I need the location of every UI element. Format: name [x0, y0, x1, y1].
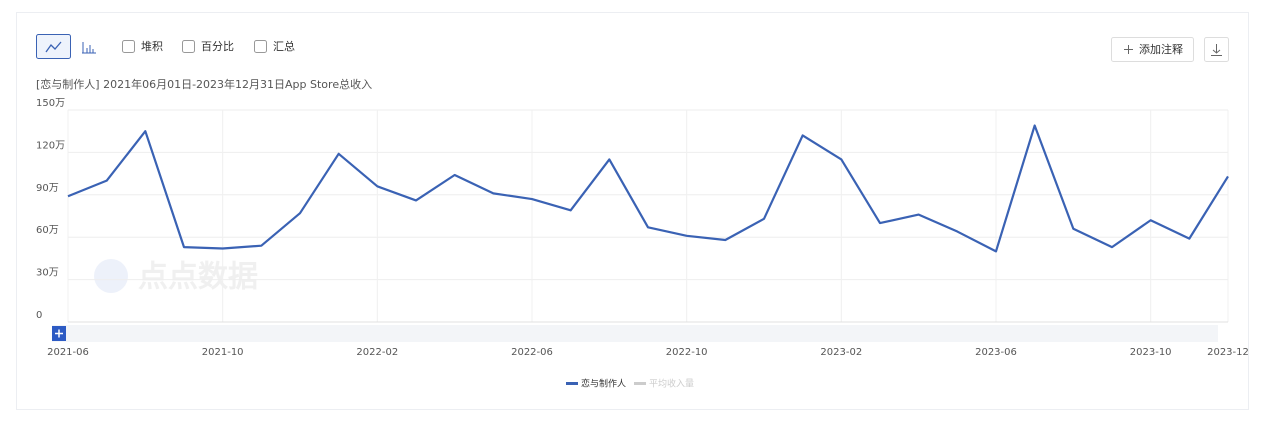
checkbox[interactable] [122, 40, 135, 53]
subtitle: [恋与制作人] 2021年06月01日-2023年12月31日App Store… [36, 77, 372, 91]
download-icon [1211, 44, 1222, 56]
annotate-label: 添加注释 [1139, 42, 1183, 56]
x-tick-label: 2022-06 [511, 347, 553, 358]
option-label: 堆积 [141, 40, 163, 53]
card [16, 12, 1249, 410]
checkbox[interactable] [254, 40, 267, 53]
zoom-slider[interactable] [52, 325, 1218, 342]
y-tick-label: 90万 [36, 183, 59, 194]
x-tick-label: 2021-06 [47, 347, 89, 358]
line-chart-button[interactable] [36, 34, 71, 59]
series-line [67, 124, 1229, 253]
legend-label: 平均收入量 [649, 378, 694, 390]
x-tick-label: 2023-10 [1130, 347, 1172, 358]
option-label: 汇总 [273, 39, 295, 53]
option-label: 百分比 [201, 40, 234, 53]
x-tick-label: 2023-12 [1207, 347, 1249, 358]
y-tick-label: 120万 [36, 140, 65, 151]
x-tick-label: 2022-10 [666, 347, 708, 358]
checkbox[interactable] [182, 40, 195, 53]
plus-icon [1124, 45, 1133, 54]
bar-chart-button[interactable] [82, 42, 96, 54]
x-tick-label: 2023-06 [975, 347, 1017, 358]
handle-icon [55, 329, 63, 338]
legend-swatch [634, 382, 647, 385]
watermark-logo: 点点数据 [94, 259, 258, 295]
legend-swatch [566, 382, 578, 385]
y-tick-label: 150万 [36, 98, 65, 109]
line-icon [45, 41, 62, 53]
x-tick-label: 2021-10 [202, 347, 244, 358]
watermark: 点点数据 [138, 260, 258, 295]
x-tick-label: 2023-02 [820, 347, 862, 358]
y-tick-label: 0 [36, 310, 42, 321]
y-tick-label: 30万 [36, 268, 59, 279]
y-tick-label: 60万 [36, 225, 59, 236]
annotate-button[interactable] [1111, 37, 1194, 62]
x-tick-label: 2022-02 [356, 347, 398, 358]
legend-label: 恋与制作人 [581, 378, 626, 390]
